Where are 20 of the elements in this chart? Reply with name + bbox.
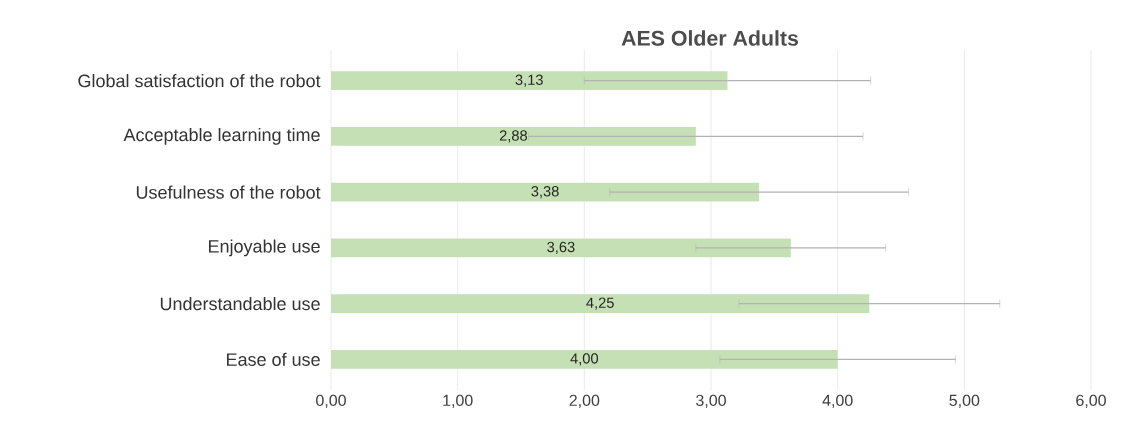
data-label: 3,63 (547, 241, 575, 254)
data-label: 3,38 (531, 186, 559, 199)
y-tick-label: Global satisfaction of the robot (78, 74, 321, 88)
y-tick-label: Enjoyable use (209, 239, 320, 257)
data-label: 3,13 (515, 74, 543, 87)
chart-title: AES Older Adults (621, 30, 799, 46)
x-tick-label: 6,00 (1076, 394, 1106, 408)
data-label: 2,88 (499, 130, 528, 143)
data-label: 4,00 (570, 353, 599, 366)
data-label: 4,25 (586, 297, 614, 310)
x-tick-label: 2,00 (569, 394, 600, 408)
y-tick-label: Understandable use (160, 296, 320, 311)
x-tick-label: 4,00 (822, 394, 853, 408)
y-tick-label: Acceptable learning time (123, 127, 320, 145)
x-tick-label: 3,00 (696, 394, 726, 408)
y-tick-label: Usefulness of the robot (136, 185, 321, 199)
x-tick-label: 5,00 (949, 394, 980, 408)
x-tick-label: 1,00 (443, 394, 473, 408)
y-tick-label: Ease of use (227, 352, 320, 366)
x-tick-label: 0,00 (316, 394, 346, 408)
